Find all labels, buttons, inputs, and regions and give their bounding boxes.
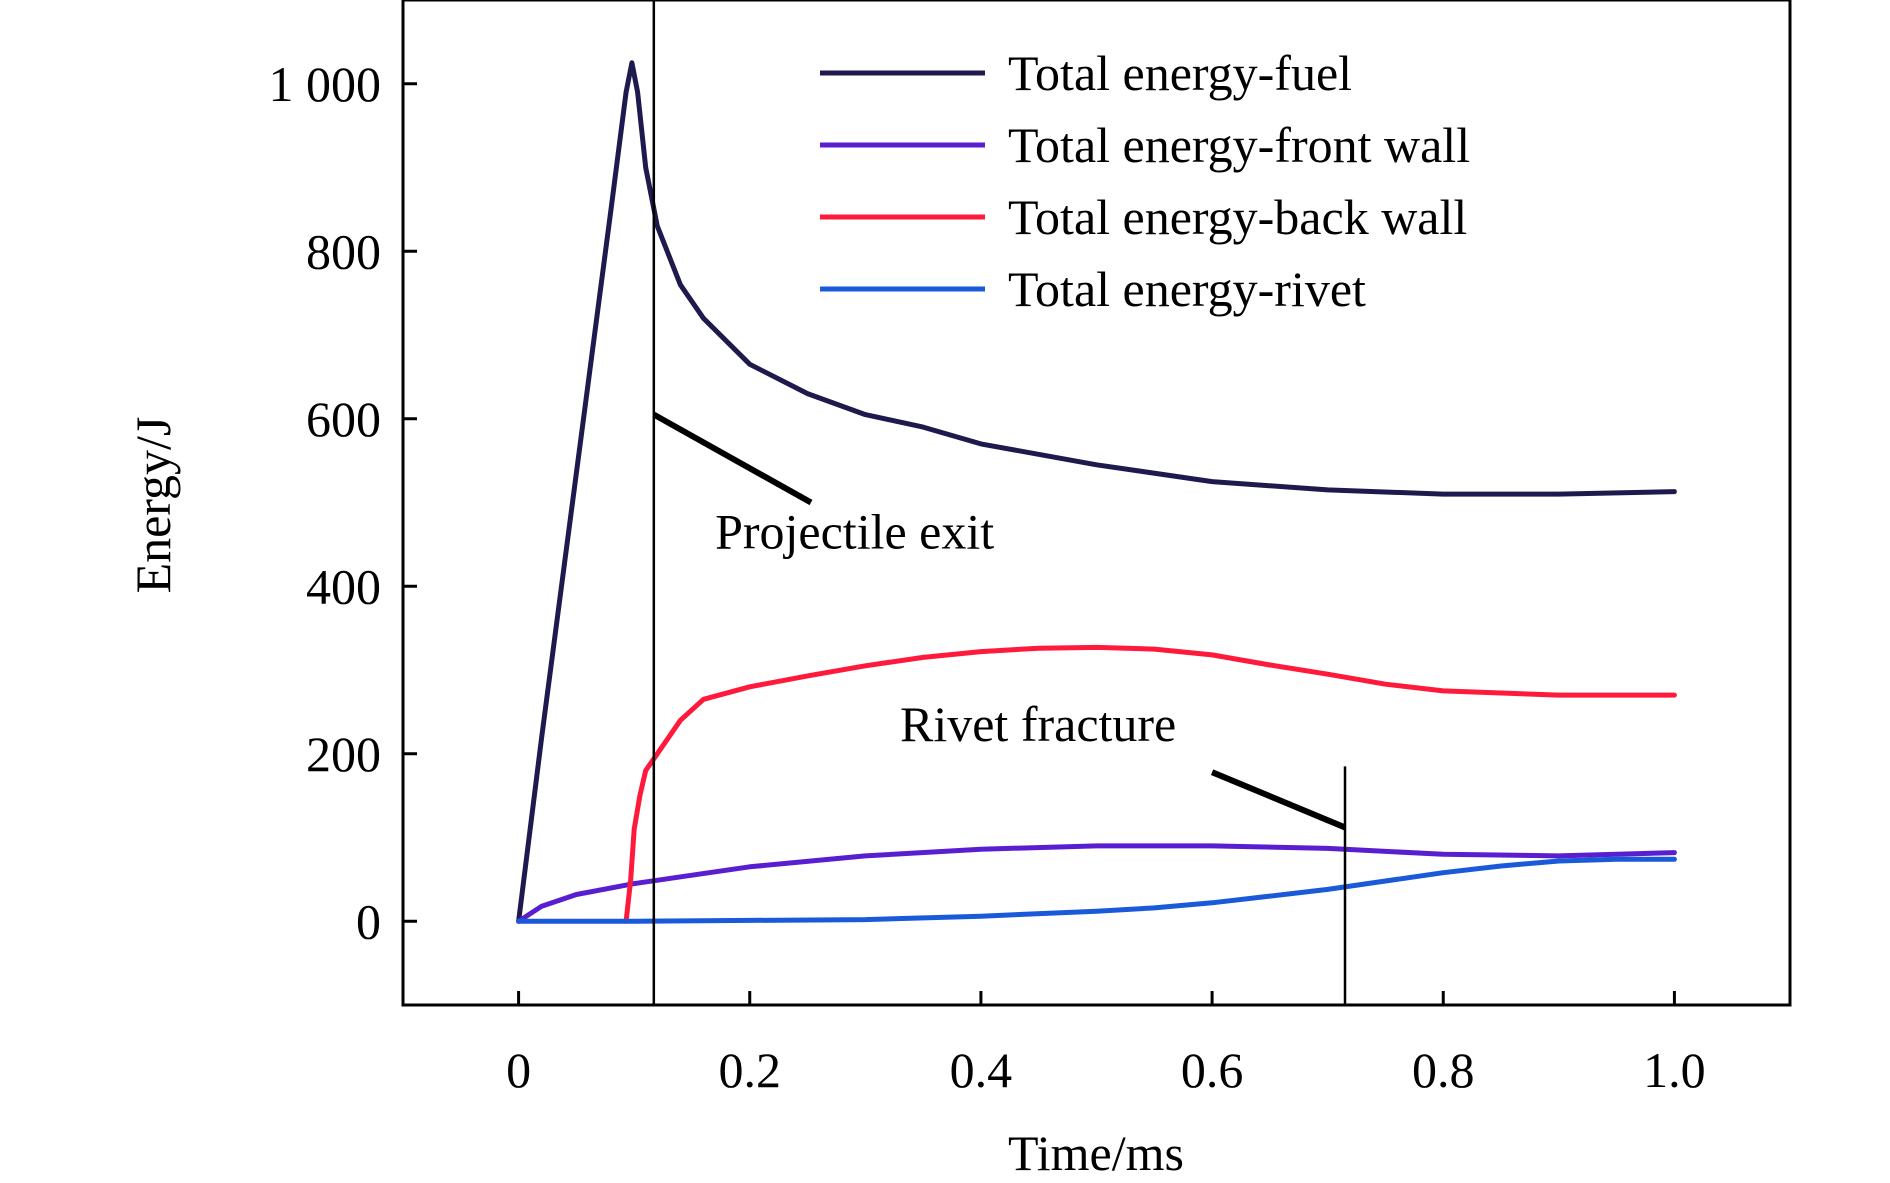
x-tick-label: 0.6 xyxy=(1181,1042,1244,1098)
y-tick-label: 800 xyxy=(306,223,381,279)
projectile-exit-label: Projectile exit xyxy=(715,504,994,560)
x-axis-title: Time/ms xyxy=(1008,1125,1184,1181)
legend-label-total-energy-fuel: Total energy-fuel xyxy=(1008,45,1352,101)
x-tick-label: 0.2 xyxy=(719,1042,782,1098)
x-tick-label: 0.4 xyxy=(950,1042,1013,1098)
y-tick-label: 0 xyxy=(356,893,381,949)
x-tick-label: 0.8 xyxy=(1412,1042,1475,1098)
series-line-total-energy-fuel xyxy=(516,60,1677,924)
annotation-layer: Projectile exit Rivet fracture xyxy=(652,0,1347,1005)
legend-label-total-energy-back-wall: Total energy-back wall xyxy=(1008,189,1467,245)
legend-label-total-energy-rivet: Total energy-rivet xyxy=(1008,261,1366,317)
y-axis-title: Energy/J xyxy=(125,417,181,594)
series-layer xyxy=(516,60,1677,924)
rivet-fracture-label: Rivet fracture xyxy=(900,696,1176,752)
projectile-exit-leader-line xyxy=(652,411,813,506)
x-tick-label: 0 xyxy=(506,1042,531,1098)
plot-area-frame xyxy=(401,0,1792,1007)
y-tick-label: 400 xyxy=(306,558,381,614)
y-tick-label: 200 xyxy=(306,726,381,782)
legend-label-total-energy-front-wall: Total energy-front wall xyxy=(1008,117,1470,173)
y-axis-ticks: 0 200 400 600 800 1 000 xyxy=(269,56,417,949)
rivet-fracture-leader-line xyxy=(1210,769,1347,831)
x-tick-label: 1.0 xyxy=(1643,1042,1706,1098)
series-line-total-energy-back-wall xyxy=(623,644,1677,924)
legend: Total energy-fuel Total energy-front wall… xyxy=(820,45,1470,317)
x-axis-ticks: 0 0.2 0.4 0.6 0.8 1.0 xyxy=(506,991,1706,1098)
y-tick-label: 1 000 xyxy=(269,56,382,112)
series-line-total-energy-rivet xyxy=(516,856,1677,924)
series-line-total-energy-front-wall xyxy=(516,843,1677,924)
y-tick-label: 600 xyxy=(306,391,381,447)
